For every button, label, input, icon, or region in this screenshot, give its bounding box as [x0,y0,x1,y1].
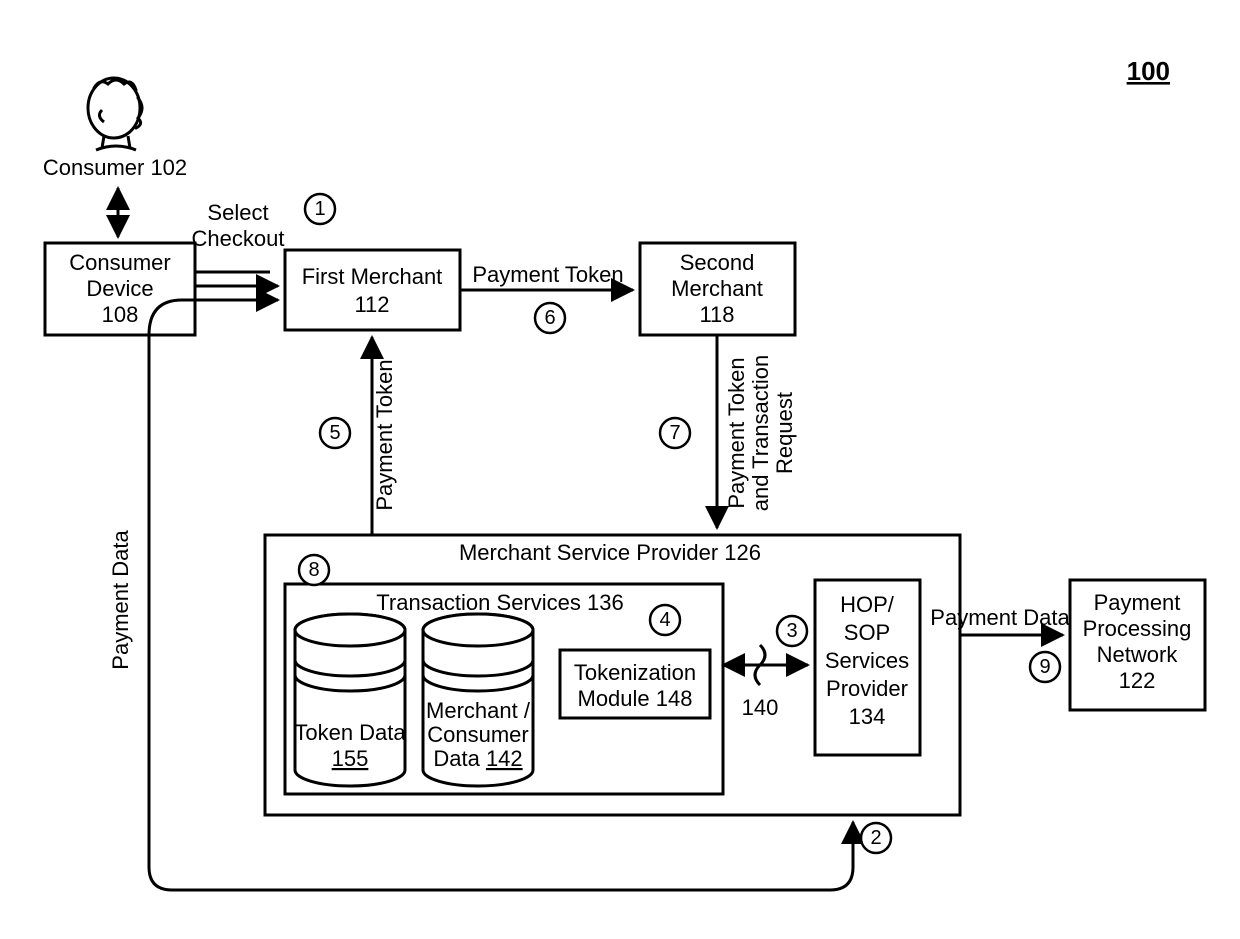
hop-sop-label-3: Services [825,648,909,673]
hop-sop-label-1: HOP/ [840,592,895,617]
svg-text:5: 5 [329,422,340,444]
consumer-label: Consumer 102 [43,155,187,180]
select-checkout-label-1: Select [207,200,268,225]
mc-data-label-3: Data 142 [433,746,522,771]
first-merchant-label-2: 112 [354,292,389,317]
svg-text:4: 4 [659,609,670,631]
consumer-device-label-1: Consumer [69,250,170,275]
token-data-label-2: 155 [332,746,369,771]
txn-services-label: Transaction Services 136 [376,590,623,615]
mc-data-label-2: Consumer [427,722,528,747]
ptt7-label-2: and Transaction [748,355,773,512]
second-merchant-label-1: Second [680,250,755,275]
payment-network-label-3: Network [1097,642,1179,667]
edge-txn-hopsop [723,645,808,685]
figure-number: 100 [1127,56,1170,86]
hop-sop-label-2: SOP [844,620,890,645]
svg-text:1: 1 [314,198,325,220]
second-merchant-label-2: Merchant [671,276,763,301]
second-merchant-label-3: 118 [699,302,734,327]
payment-network-label-1: Payment [1094,590,1181,615]
ptt7-label-1: Payment Token [724,357,749,508]
edge-select-checkout [195,272,278,286]
consumer-device-label-2: Device [86,276,153,301]
select-checkout-label-2: Checkout [192,226,285,251]
payment-token-6-label: Payment Token [472,262,623,287]
token-data-label-1: Token Data [294,720,406,745]
payment-network-label-4: 122 [1119,668,1156,693]
svg-text:9: 9 [1039,656,1050,678]
first-merchant-label-1: First Merchant [302,264,443,289]
svg-text:8: 8 [308,559,319,581]
svg-text:3: 3 [786,620,797,642]
api-140-label: 140 [742,695,779,720]
payment-network-label-2: Processing [1083,616,1192,641]
consumer-device-label-3: 108 [102,302,139,327]
svg-text:7: 7 [669,422,680,444]
hop-sop-label-4: Provider [826,676,908,701]
ptt7-label-3: Request [772,392,797,474]
edge-payment-data-to-first-merchant [149,300,278,335]
consumer-icon [88,78,142,150]
mc-data-label-1: Merchant / [426,698,531,723]
payment-data-2-label: Payment Data [108,530,133,670]
payment-data-9-label: Payment Data [930,605,1070,630]
token-module-label-2: Module 148 [578,686,693,711]
msp-label: Merchant Service Provider 126 [459,540,761,565]
svg-text:2: 2 [870,827,881,849]
token-module-label-1: Tokenization [574,660,696,685]
box-first-merchant [285,250,460,330]
payment-token-5-label: Payment Token [372,359,397,510]
hop-sop-label-5: 134 [849,704,886,729]
svg-text:6: 6 [544,307,555,329]
